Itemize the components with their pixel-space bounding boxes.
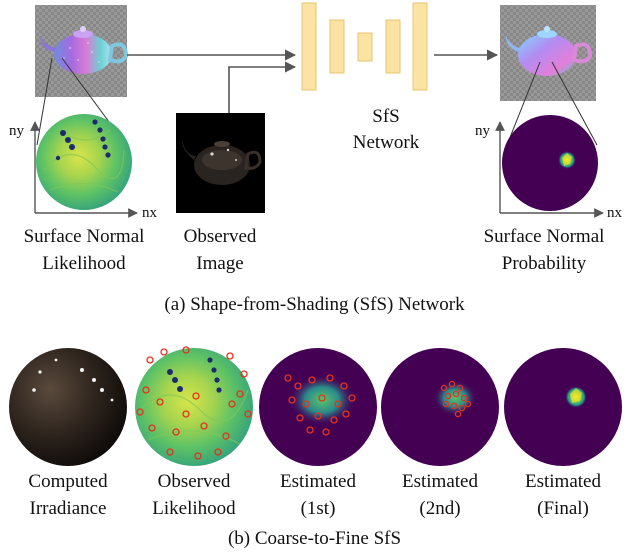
probability-label-line2: Probability	[501, 253, 587, 274]
b-item-2-line1: Observed	[157, 471, 231, 492]
observed-image	[176, 113, 265, 213]
likelihood-axis-x-label: nx	[142, 205, 157, 221]
caption-a: (a) Shape-from-Shading (SfS) Network	[164, 294, 465, 315]
likelihood-sphere	[36, 114, 132, 210]
network-label-line2: Network	[352, 132, 420, 153]
b-item-5-line2: (Final)	[537, 498, 589, 519]
sfs-network-blocks	[301, 2, 428, 91]
b-item-3-line2: (1st)	[300, 498, 336, 519]
caption-b: (b) Coarse-to-Fine SfS	[227, 528, 402, 549]
b-item-5-line1: Estimated	[525, 471, 601, 492]
b-item-4-line2: (2nd)	[419, 498, 461, 519]
observed-label-line1: Observed	[183, 226, 257, 247]
probability-axis-y-label: ny	[475, 123, 490, 139]
b-item-3-line1: Estimated	[280, 471, 356, 492]
likelihood-label-line1: Surface Normal	[23, 226, 145, 247]
predicted-normal-teapot-image	[500, 5, 596, 101]
observed-label-line2: Image	[196, 253, 244, 274]
computed-irradiance-sphere	[9, 348, 127, 466]
likelihood-label-line2: Likelihood	[42, 253, 126, 274]
probability-label-line1: Surface Normal	[483, 226, 605, 247]
likelihood-axes	[30, 121, 138, 218]
network-label-line1: SfS	[372, 106, 400, 127]
likelihood-axis-y-label: ny	[9, 123, 24, 139]
b-item-2-line2: Likelihood	[152, 498, 236, 519]
probability-axis-x-label: nx	[607, 205, 622, 221]
b-item-1-line1: Computed	[28, 471, 108, 492]
estimated-final-sphere	[504, 348, 622, 466]
estimated-1st-sphere	[259, 348, 377, 466]
b-item-4-line1: Estimated	[402, 471, 478, 492]
probability-axes	[495, 121, 604, 218]
b-item-1-line2: Irradiance	[29, 498, 107, 519]
estimated-2nd-sphere	[381, 348, 499, 466]
probability-sphere	[502, 115, 598, 211]
noisy-normal-teapot-image	[35, 5, 129, 97]
observed-likelihood-sphere	[135, 346, 253, 466]
